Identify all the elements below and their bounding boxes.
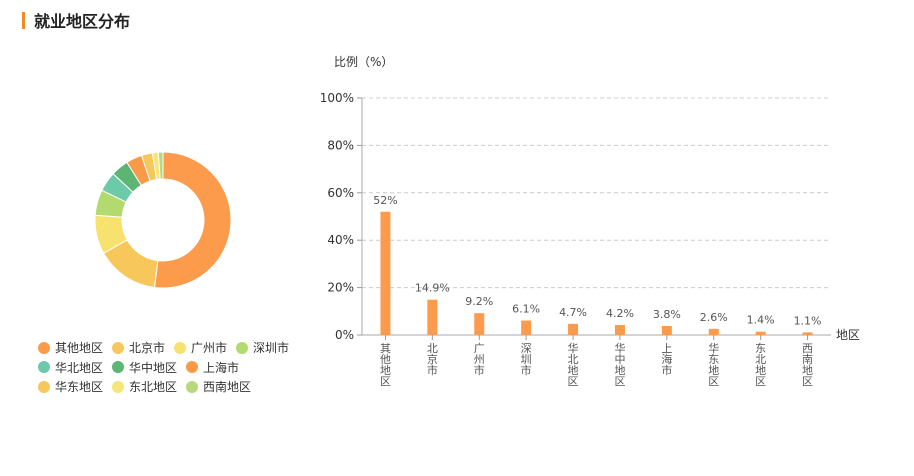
legend-item[interactable]: 北京市 (112, 339, 165, 356)
y-tick-label: 20% (327, 281, 354, 295)
bar-value-label: 2.6% (700, 311, 728, 324)
donut-slice[interactable] (157, 151, 164, 180)
bar-value-label: 3.8% (653, 308, 681, 321)
title-accent-bar (22, 11, 25, 29)
bar[interactable] (568, 323, 579, 335)
x-tick-label: 上海市 (661, 342, 672, 377)
bar-value-label: 14.9% (415, 282, 450, 295)
bar-value-label: 1.1% (794, 314, 822, 327)
legend-item[interactable]: 广州市 (174, 339, 227, 356)
y-tick-label: 0% (335, 328, 354, 342)
bar[interactable] (427, 299, 438, 335)
page-title: 就业地区分布 (34, 12, 131, 31)
bar-value-label: 52% (373, 194, 397, 207)
bar-value-label: 4.2% (606, 307, 634, 320)
y-tick-label: 40% (327, 233, 354, 247)
legend-label: 西南地区 (203, 380, 252, 395)
legend-row: 其他地区 北京市 广州市 深圳市 (38, 338, 308, 358)
legend-swatch (38, 341, 50, 354)
legend-row: 华东地区 东北地区 西南地区 (38, 377, 308, 397)
legend-swatch (38, 361, 50, 374)
donut-chart (94, 151, 232, 289)
bar-value-label: 4.7% (559, 306, 587, 319)
x-tick-label: 北京市 (427, 342, 438, 377)
legend-label: 华东地区 (55, 380, 104, 395)
legend-item[interactable]: 东北地区 (112, 378, 177, 395)
x-tick-label: 广州市 (474, 342, 485, 377)
x-axis-title: 地区 (836, 328, 860, 342)
x-tick-label: 西南地区 (802, 342, 813, 388)
bar[interactable] (614, 325, 625, 335)
bar[interactable] (521, 320, 532, 335)
legend-label: 北京市 (129, 341, 166, 356)
legend-item[interactable]: 华中地区 (112, 359, 177, 376)
legend-item[interactable]: 其他地区 (38, 339, 103, 356)
legend-label: 华中地区 (129, 360, 178, 375)
legend-swatch (186, 380, 199, 393)
donut-legend: 其他地区 北京市 广州市 深圳市华北地区 华中地区 上海市华东地区 东北地区 西南地区 (38, 338, 308, 397)
legend-label: 上海市 (203, 360, 240, 375)
legend-label: 其他地区 (55, 341, 104, 356)
y-axis-title: 比例（%） (334, 55, 393, 69)
bar[interactable] (380, 211, 391, 335)
bar[interactable] (708, 328, 719, 335)
legend-item[interactable]: 华北地区 (38, 359, 103, 376)
x-tick-label: 华中地区 (614, 341, 625, 388)
legend-item[interactable]: 西南地区 (186, 378, 251, 395)
x-tick-label: 东北地区 (755, 342, 766, 388)
y-tick-label: 100% (320, 91, 354, 105)
x-tick-label: 华东地区 (708, 341, 719, 388)
section-title: 就业地区分布 (22, 9, 130, 31)
y-tick-label: 60% (327, 186, 354, 200)
legend-swatch (112, 361, 125, 374)
legend-swatch (112, 380, 125, 393)
bar-value-label: 9.2% (465, 295, 493, 308)
bar-chart: 比例（%） 0% 20% 40% 60% 80% 100% 地区 52% 其他地区 14.9% 北京市… (320, 55, 860, 388)
x-tick-label: 深圳市 (521, 342, 532, 377)
legend-swatch (186, 361, 199, 374)
legend-label: 东北地区 (129, 380, 178, 395)
legend-item[interactable]: 华东地区 (38, 378, 103, 395)
legend-label: 广州市 (191, 341, 228, 356)
legend-label: 华北地区 (55, 360, 104, 375)
legend-row: 华北地区 华中地区 上海市 (38, 358, 308, 378)
legend-swatch (38, 380, 50, 393)
legend-label: 深圳市 (253, 341, 290, 356)
legend-item[interactable]: 深圳市 (236, 339, 289, 356)
bar-value-label: 1.4% (747, 314, 775, 327)
bar[interactable] (661, 325, 672, 335)
bar[interactable] (802, 332, 813, 335)
legend-swatch (174, 341, 187, 354)
legend-swatch (112, 341, 125, 354)
x-tick-label: 华北地区 (568, 341, 579, 388)
legend-item[interactable]: 上海市 (186, 359, 239, 376)
x-tick-label: 其他地区 (380, 342, 391, 388)
legend-swatch (236, 341, 249, 354)
y-tick-label: 80% (327, 138, 354, 152)
bar[interactable] (755, 331, 766, 335)
donut-slice[interactable] (153, 151, 232, 289)
bar-value-label: 6.1% (512, 303, 540, 316)
bar[interactable] (474, 313, 485, 335)
